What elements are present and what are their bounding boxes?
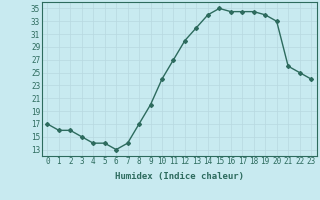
X-axis label: Humidex (Indice chaleur): Humidex (Indice chaleur) <box>115 172 244 181</box>
